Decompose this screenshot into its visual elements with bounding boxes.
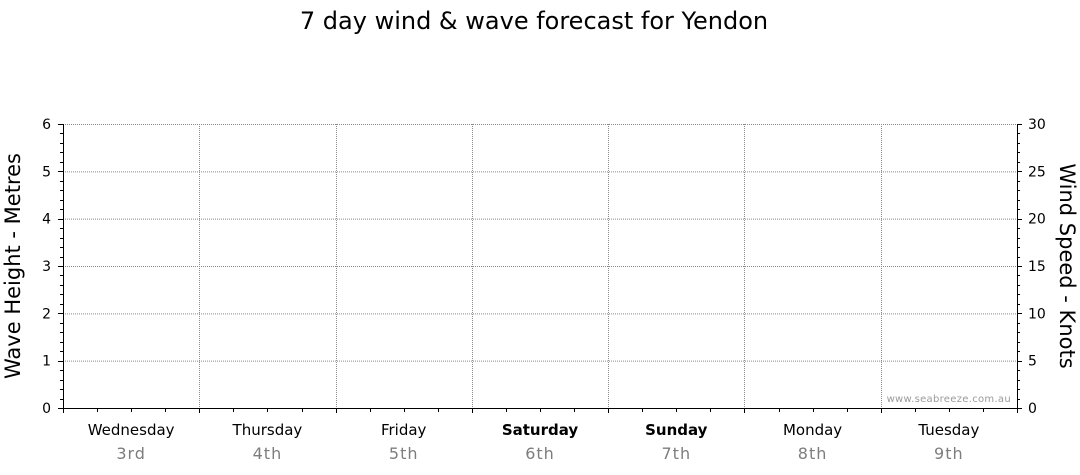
y-tick-label-left: 1: [42, 354, 51, 370]
x-day-name-label: Saturday: [502, 421, 579, 439]
y-tick-label-left: 0: [42, 401, 51, 417]
y-tick-label-right: 10: [1028, 306, 1046, 322]
x-day-date-label: 4th: [253, 444, 283, 463]
grid: [63, 124, 1017, 408]
x-day-date-label: 3rd: [116, 444, 146, 463]
x-day-name-label: Thursday: [232, 421, 303, 439]
x-day-name-label: Sunday: [645, 421, 708, 439]
x-day-labels: Wednesday 3rd Thursday 4th Friday 5th Saturday…: [88, 421, 980, 463]
x-day-date-label: 9th: [934, 444, 964, 463]
y-tick-label-right: 15: [1028, 259, 1046, 275]
x-day-date-label: 5th: [389, 444, 419, 463]
y-tick-label-right: 5: [1028, 354, 1037, 370]
y-tick-label-left: 4: [42, 212, 51, 228]
y-tick-label-right: 20: [1028, 212, 1046, 228]
y-tick-label-left: 2: [42, 306, 51, 322]
y-tick-label-left: 3: [42, 259, 51, 275]
y-ticks-right: 0 5 10 15 20 25 30: [1028, 117, 1046, 417]
x-day-date-label: 8th: [798, 444, 828, 463]
x-day-name-label: Tuesday: [917, 421, 979, 439]
x-day-date-label: 7th: [661, 444, 691, 463]
y-axis-label-left: Wave Height - Metres: [1, 153, 25, 379]
chart-title: 7 day wind & wave forecast for Yendon: [300, 7, 768, 35]
x-day-name-label: Friday: [381, 421, 427, 439]
y-tick-label-left: 5: [42, 164, 51, 180]
y-axis-label-right: Wind Speed - Knots: [1055, 163, 1079, 368]
watermark-text: www.seabreeze.com.au: [887, 394, 1011, 405]
y-tick-label-right: 25: [1028, 164, 1046, 180]
x-day-date-label: 6th: [525, 444, 555, 463]
x-day-name-label: Wednesday: [88, 421, 175, 439]
axes: [58, 124, 1022, 413]
y-ticks-left: 0 1 2 3 4 5 6: [42, 117, 51, 417]
x-day-name-label: Monday: [783, 421, 842, 439]
y-tick-label-right: 0: [1028, 401, 1037, 417]
y-tick-label-right: 30: [1028, 117, 1046, 133]
y-tick-label-left: 6: [42, 117, 51, 133]
